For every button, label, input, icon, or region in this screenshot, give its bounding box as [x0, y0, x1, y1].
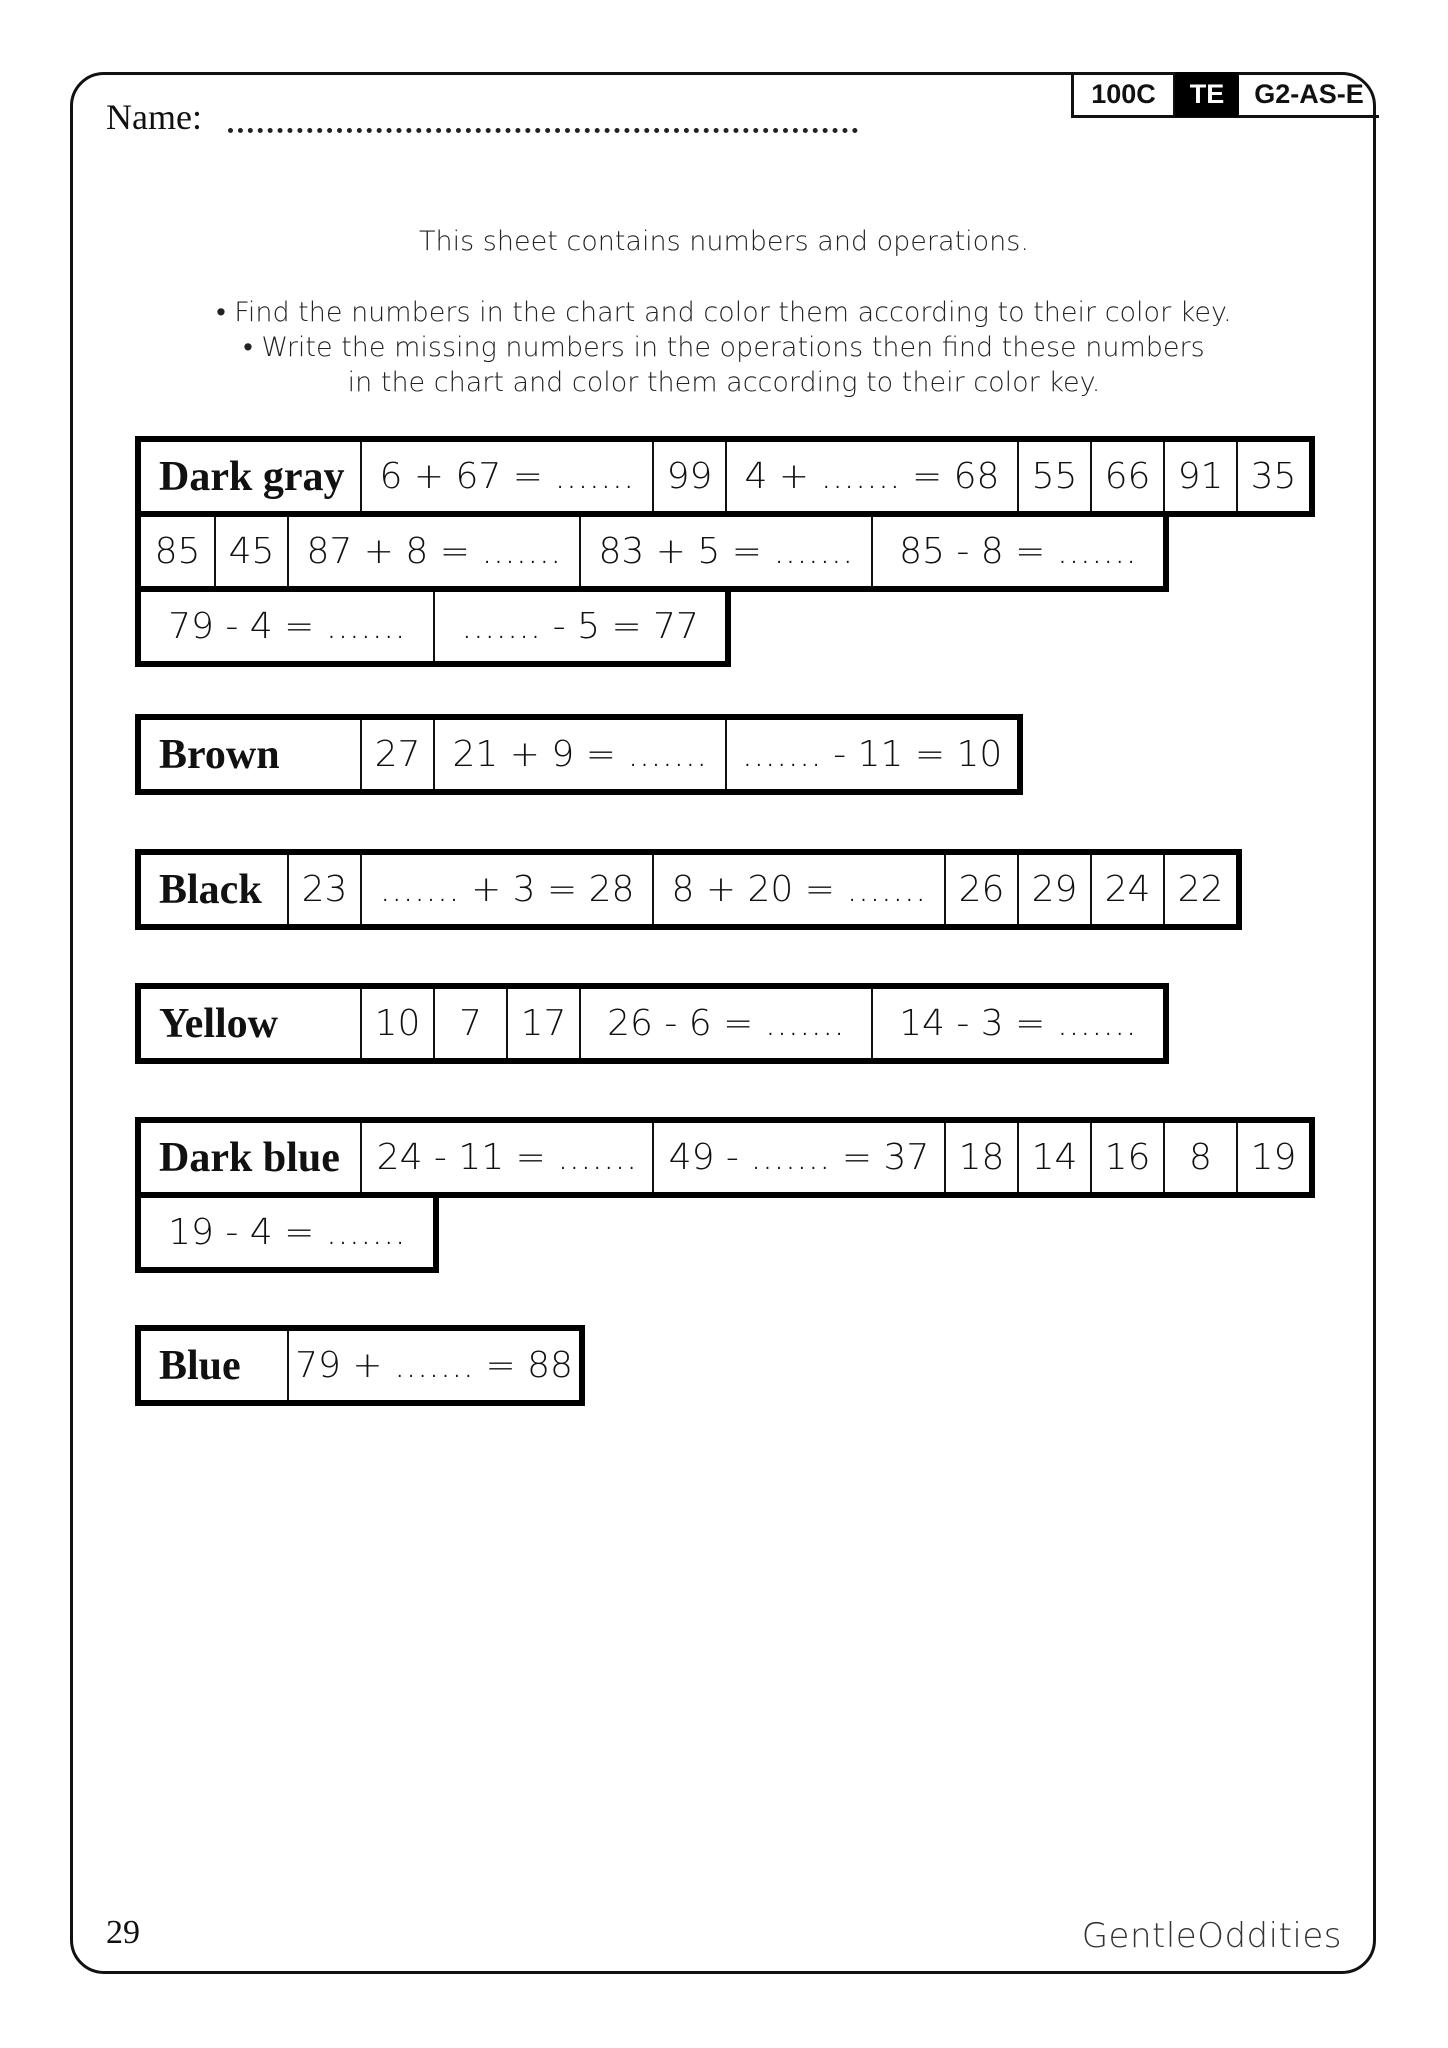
name-field-line[interactable] [228, 128, 858, 133]
operation-cell[interactable]: 83 + 5 = ....... [579, 517, 871, 586]
number-cell[interactable]: 91 [1163, 442, 1236, 511]
operation-cell[interactable]: ....... + 3 = 28 [360, 855, 652, 924]
color-table-blue: Blue 79 + ....... = 88 [135, 1325, 585, 1406]
number-cell[interactable]: 45 [214, 517, 287, 586]
operation-cell[interactable]: 79 + ....... = 88 [287, 1331, 579, 1400]
instruction-1: • Find the numbers in the chart and colo… [216, 297, 1232, 328]
operation-cell[interactable]: 49 - ....... = 37 [652, 1123, 944, 1192]
number-cell[interactable]: 8 [1163, 1123, 1236, 1192]
number-cell[interactable]: 18 [944, 1123, 1017, 1192]
operation-cell[interactable]: 6 + 67 = ....... [360, 442, 652, 511]
worksheet-code-box: 100C TE G2-AS-E [1071, 72, 1379, 118]
table-row: 85 45 87 + 8 = ....... 83 + 5 = ....... 85 -… [135, 511, 1169, 592]
table-row: 19 - 4 = ....... [135, 1192, 439, 1273]
table-row: Brown 27 21 + 9 = .............. - 11 = 10 [135, 714, 1023, 795]
table-row: Dark gray 6 + 67 = ....... 99 4 + ....... =… [135, 436, 1315, 517]
color-table-black: Black 23....... + 3 = 28 8 + 20 = ....... 2… [135, 849, 1242, 930]
color-table-yellow: Yellow 10 7 17 26 - 6 = ....... 14 - 3 = ....… [135, 983, 1169, 1064]
table-row: Yellow 10 7 17 26 - 6 = ....... 14 - 3 = ....… [135, 983, 1169, 1064]
operation-cell[interactable]: 4 + ....... = 68 [725, 442, 1017, 511]
operation-cell[interactable]: 26 - 6 = ....... [579, 989, 871, 1058]
code-level: 100C [1074, 72, 1175, 117]
operation-cell[interactable]: 87 + 8 = ....... [287, 517, 579, 586]
number-cell[interactable]: 35 [1236, 442, 1309, 511]
operation-cell[interactable]: ....... - 5 = 77 [433, 592, 725, 661]
number-cell[interactable]: 17 [506, 989, 579, 1058]
number-cell[interactable]: 24 [1090, 855, 1163, 924]
instruction-intro: This sheet contains numbers and operatio… [419, 226, 1029, 257]
number-cell[interactable]: 23 [287, 855, 360, 924]
color-key-label: Blue [159, 1342, 241, 1389]
color-table-dark-blue: Dark blue 24 - 11 = ....... 49 - ....... =… [135, 1117, 1315, 1273]
number-cell[interactable]: 55 [1017, 442, 1090, 511]
number-cell[interactable]: 29 [1017, 855, 1090, 924]
color-key-label: Black [159, 866, 262, 913]
color-key-label: Dark gray [159, 453, 345, 500]
number-cell[interactable]: 10 [360, 989, 433, 1058]
operation-cell[interactable]: 85 - 8 = ....... [871, 517, 1163, 586]
number-cell[interactable]: 85 [154, 531, 201, 572]
number-cell[interactable]: 16 [1090, 1123, 1163, 1192]
color-key-label: Yellow [159, 1000, 278, 1047]
operation-cell[interactable]: 19 - 4 = ....... [168, 1212, 406, 1253]
table-row: Black 23....... + 3 = 28 8 + 20 = ....... 2… [135, 849, 1242, 930]
brand-logo: GentleOddities [1081, 1916, 1342, 1956]
color-table-dark-gray: Dark gray 6 + 67 = ....... 99 4 + ....... =… [135, 436, 1315, 667]
operation-cell[interactable]: 8 + 20 = ....... [652, 855, 944, 924]
operation-cell[interactable]: 21 + 9 = ....... [433, 720, 725, 789]
color-key-label: Brown [159, 731, 280, 778]
color-table-brown: Brown 27 21 + 9 = .............. - 11 = 10 [135, 714, 1023, 795]
page-frame [70, 72, 1376, 1974]
operation-cell[interactable]: 79 - 4 = ....... [168, 606, 406, 647]
number-cell[interactable]: 7 [433, 989, 506, 1058]
table-row: Dark blue 24 - 11 = ....... 49 - ....... =… [135, 1117, 1315, 1198]
number-cell[interactable]: 26 [944, 855, 1017, 924]
number-cell[interactable]: 14 [1017, 1123, 1090, 1192]
page-number: 29 [106, 1914, 140, 1951]
operation-cell[interactable]: 14 - 3 = ....... [871, 989, 1163, 1058]
table-row: Blue 79 + ....... = 88 [135, 1325, 585, 1406]
name-label: Name: [106, 97, 202, 137]
number-cell[interactable]: 27 [360, 720, 433, 789]
code-type: TE [1175, 72, 1239, 117]
number-cell[interactable]: 22 [1163, 855, 1236, 924]
color-key-label: Dark blue [159, 1134, 340, 1181]
instruction-2: • Write the missing numbers in the opera… [243, 332, 1205, 363]
number-cell[interactable]: 99 [652, 442, 725, 511]
number-cell[interactable]: 66 [1090, 442, 1163, 511]
table-row: 79 - 4 = ....... ....... - 5 = 77 [135, 586, 731, 667]
number-cell[interactable]: 19 [1236, 1123, 1309, 1192]
operation-cell[interactable]: ....... - 11 = 10 [725, 720, 1017, 789]
instruction-3: in the chart and color them according to… [347, 367, 1101, 398]
operation-cell[interactable]: 24 - 11 = ....... [360, 1123, 652, 1192]
code-id: G2-AS-E [1254, 79, 1364, 109]
